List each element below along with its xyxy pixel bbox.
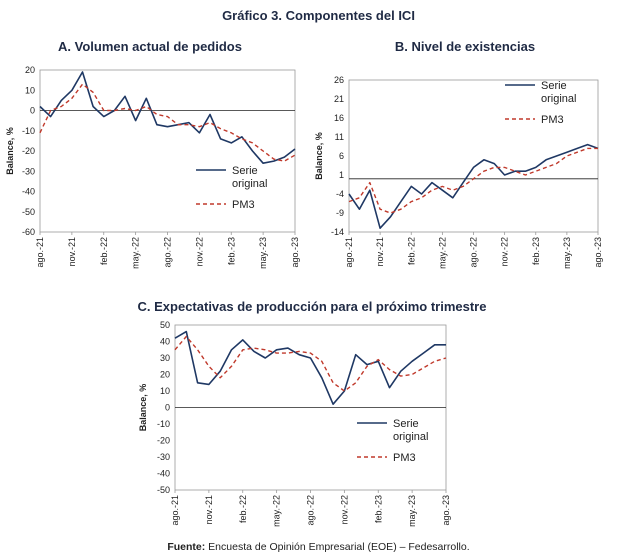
panel-a-y-tick-label: -20 [22,146,35,156]
panel-a-series-line-serie-original [39,71,296,164]
panel-c-legend-label-serie: Serie [393,418,419,430]
panel-a-x-tick-label: feb.-23 [226,237,236,265]
panel-b-x-tick-label: ago.-21 [344,237,354,268]
panel-b-x-tick-label: nov.-21 [375,237,385,266]
panel-b-y-tick-label: -14 [331,227,344,237]
panel-c-x-tick-label: ago.-21 [170,495,180,526]
panel-a-x-tick-label: may.-23 [258,237,268,269]
panel-a-y-tick-label: 0 [30,106,35,116]
panel-a-x-tick-label: ago.-23 [290,237,300,268]
panel-b-series-line-pm3 [348,147,598,214]
panel-b-y-tick-label: 26 [334,75,344,85]
panel-c-x-tick-label: may.-22 [272,495,282,527]
panel-b-y-axis-label: Balance, % [314,132,324,180]
panel-b-y-tick-label: 16 [334,113,344,123]
panel-c-x-tick-label: may.-23 [407,495,417,527]
panel-b-legend-label-pm3: PM3 [541,114,564,126]
panel-c-y-tick-label: 10 [160,386,170,396]
panel-a-x-tick-label: feb.-22 [99,237,109,265]
panel-b-y-tick-label: 6 [339,151,344,161]
panel-b-y-tick-label: -9 [336,208,344,218]
panel-b-y-tick-label: 1 [339,170,344,180]
panel-a-y-tick-label: -30 [22,166,35,176]
panel-c-x-tick-label: nov.-22 [339,495,349,524]
panel-b-y-tick-label: 21 [334,94,344,104]
panel-b-x-tick-label: may.-22 [437,237,447,269]
panel-c-legend-label-pm3: PM3 [393,452,416,464]
panel-c-x-tick-label: ago.-22 [306,495,316,526]
source-note: Fuente: Encuesta de Opinión Empresarial … [0,541,637,553]
panel-a-legend-label-pm3: PM3 [232,199,255,211]
panel-a-series-line-pm3 [39,83,296,162]
panel-c-title: C. Expectativas de producción para el pr… [138,299,487,314]
panel-a-legend-label-serie-original: original [232,178,267,190]
panel-a-y-tick-label: -60 [22,227,35,237]
panel-c-y-tick-label: 0 [165,403,170,413]
panel-b-y-tick-label: 11 [335,132,344,142]
panel-b-legend-label-serie-original: original [541,93,576,105]
panel-a-legend-label-serie: Serie [232,165,258,177]
source-label: Fuente: [167,541,206,553]
panel-b-x-tick-label: may.-23 [562,237,572,269]
panel-b-y-tick-label: -4 [336,189,344,199]
panel-c-y-tick-label: -10 [157,419,170,429]
panel-c-y-tick-label: -20 [157,436,170,446]
panel-c-y-tick-label: 30 [160,353,170,363]
panel-b-x-tick-label: ago.-22 [469,237,479,268]
panel-c-x-tick-label: feb.-23 [373,495,383,523]
panel-c-x-tick-label: nov.-21 [204,495,214,524]
panel-b-series-line-serie-original [348,143,599,229]
panel-a-x-tick-label: may.-22 [131,237,141,269]
panel-b-x-tick-label: feb.-22 [406,237,416,265]
panel-c-y-tick-label: 50 [160,320,170,330]
panel-c-series-line-pm3 [174,335,447,392]
panel-a-plot-frame [39,69,296,233]
panel-a-y-tick-label: 10 [25,85,35,95]
panel-c-y-tick-label: -40 [157,469,170,479]
panel-c-y-tick-label: -30 [157,452,170,462]
panel-a-x-tick-label: nov.-22 [194,237,204,266]
panel-c-y-axis-label: Balance, % [138,384,148,432]
panel-a-y-axis-label: Balance, % [5,127,15,175]
panel-b-x-tick-label: nov.-22 [500,237,510,266]
panel-a-x-tick-label: ago.-22 [163,237,173,268]
panel-c-y-tick-label: -50 [157,485,170,495]
panel-b-title: B. Nivel de existencias [395,39,535,54]
panel-c-legend-label-serie-original: original [393,431,428,443]
panel-a-x-tick-label: ago.-21 [35,237,45,268]
panel-c-series-line-serie-original [174,330,446,406]
panel-a-y-tick-label: -40 [22,187,35,197]
figure-title: Gráfico 3. Componentes del ICI [222,8,415,23]
panel-b-legend-label-serie: Serie [541,80,567,92]
source-text: Encuesta de Opinión Empresarial (EOE) – … [205,541,470,553]
panel-a-y-tick-label: -10 [22,126,35,136]
panel-c-x-tick-label: feb.-22 [238,495,248,523]
panel-b-x-tick-label: ago.-23 [593,237,603,268]
panel-c-y-tick-label: 20 [160,370,170,380]
panel-b-x-tick-label: feb.-23 [531,237,541,265]
panel-c-x-tick-label: ago.-23 [441,495,451,526]
panel-c-y-tick-label: 40 [160,337,170,347]
panel-a-title: A. Volumen actual de pedidos [58,39,242,54]
panel-a-y-tick-label: -50 [22,207,35,217]
panel-a-x-tick-label: nov.-21 [67,237,77,266]
panel-a-y-tick-label: 20 [25,65,35,75]
